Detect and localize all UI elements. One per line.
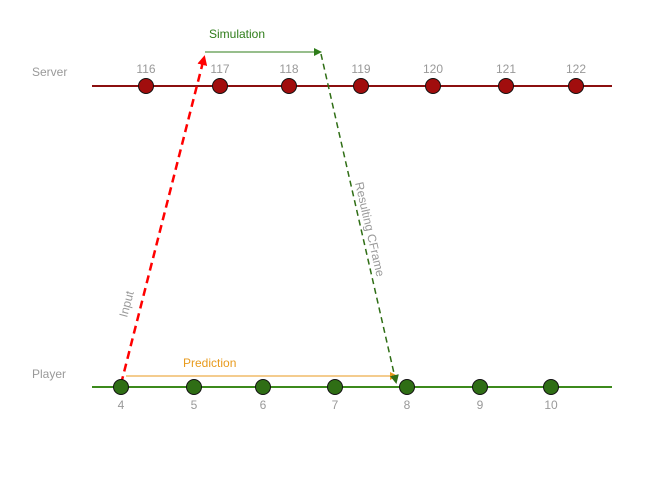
- player-tick-label: 5: [191, 398, 198, 412]
- prediction-label: Prediction: [183, 356, 236, 370]
- player-tick-label: 8: [404, 398, 411, 412]
- player-tick-labels: 4 5 6 7 8 9 10: [118, 398, 558, 412]
- player-tick-node: [113, 379, 129, 395]
- server-tick-node: [498, 78, 514, 94]
- server-tick-node: [138, 78, 154, 94]
- server-tick-node: [281, 78, 297, 94]
- server-tick-node: [568, 78, 584, 94]
- player-tick-label: 6: [260, 398, 267, 412]
- input-arrow: [119, 55, 208, 385]
- player-nodes: [113, 379, 559, 395]
- server-tick-label: 121: [496, 62, 516, 76]
- server-tick-node: [353, 78, 369, 94]
- simulation-label: Simulation: [209, 27, 265, 41]
- resulting-cframe-arrow: [320, 53, 399, 384]
- player-tick-label: 9: [477, 398, 484, 412]
- server-nodes: [138, 78, 584, 94]
- server-tick-label: 116: [136, 62, 155, 76]
- server-tick-label: 122: [566, 62, 586, 76]
- player-tick-node: [399, 379, 415, 395]
- player-tick-node: [186, 379, 202, 395]
- player-lane-label: Player: [32, 367, 66, 381]
- player-tick-label: 10: [544, 398, 558, 412]
- player-tick-node: [255, 379, 271, 395]
- player-tick-node: [327, 379, 343, 395]
- server-tick-label: 119: [351, 62, 370, 76]
- input-label: Input: [116, 289, 137, 319]
- server-tick-node: [425, 78, 441, 94]
- player-tick-label: 4: [118, 398, 125, 412]
- server-tick-label: 118: [279, 62, 298, 76]
- server-tick-labels: 116 117 118 119 120 121 122: [136, 62, 586, 76]
- resulting-cframe-label: Resulting CFrame: [352, 181, 387, 279]
- player-tick-node: [543, 379, 559, 395]
- player-tick-label: 7: [332, 398, 339, 412]
- server-tick-label: 120: [423, 62, 443, 76]
- server-tick-label: 117: [210, 62, 229, 76]
- server-lane-label: Server: [32, 65, 67, 79]
- server-tick-node: [212, 78, 228, 94]
- player-tick-node: [472, 379, 488, 395]
